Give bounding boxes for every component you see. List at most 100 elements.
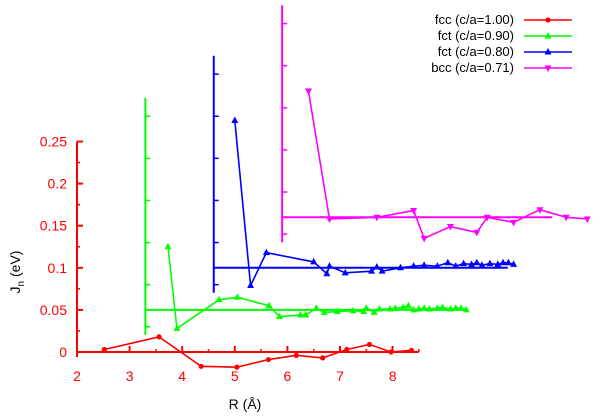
data-point: [536, 207, 544, 214]
data-point: [297, 310, 305, 318]
data-point: [396, 263, 404, 271]
data-point: [231, 116, 239, 123]
x-tick-label: 7: [336, 368, 344, 384]
data-point: [433, 262, 441, 269]
data-point: [276, 312, 284, 320]
x-tick-label: 8: [389, 368, 397, 384]
x-tick-label: 2: [73, 368, 81, 384]
data-point: [325, 262, 333, 269]
data-point: [378, 267, 386, 274]
data-point: [375, 305, 383, 312]
data-point: [410, 262, 418, 269]
data-point: [404, 301, 412, 309]
data-point: [473, 258, 481, 266]
data-point: [446, 224, 454, 231]
data-point: [101, 346, 107, 353]
data-point: [349, 306, 357, 314]
data-point: [360, 307, 368, 315]
data-point: [320, 355, 326, 361]
data-point: [425, 305, 433, 312]
y-axis-title-sub: n: [16, 281, 27, 287]
data-point: [156, 334, 162, 340]
data-point: [362, 304, 370, 311]
data-point: [499, 258, 507, 266]
data-point: [368, 267, 376, 274]
series-line: [234, 120, 514, 289]
series-2: [212, 55, 518, 293]
y-axis-title-unit: (eV): [7, 251, 23, 281]
series-line: [167, 246, 467, 330]
data-point: [388, 349, 394, 355]
x-tick-label: 4: [178, 368, 186, 384]
y-tick-label: 0: [59, 344, 67, 360]
data-point: [473, 229, 481, 237]
data-point: [265, 356, 272, 363]
data-point: [544, 48, 552, 55]
data-point: [410, 208, 418, 215]
series-1: [144, 97, 470, 335]
data-point: [265, 301, 273, 309]
data-point: [433, 304, 441, 311]
data-point: [583, 216, 591, 223]
data-point: [320, 308, 328, 315]
y-tick-label: 0.25: [40, 134, 67, 150]
data-point: [510, 219, 518, 227]
data-point: [164, 242, 172, 250]
series-0: [101, 334, 415, 370]
data-point: [366, 341, 373, 348]
data-point: [439, 303, 447, 310]
data-point: [215, 295, 223, 303]
data-point: [494, 260, 502, 267]
data-point: [173, 324, 181, 331]
data-point: [410, 305, 418, 313]
x-tick-label: 3: [126, 368, 134, 384]
data-point: [323, 269, 331, 277]
data-point: [302, 310, 310, 318]
legend: fcc (c/a=1.00)fct (c/a=0.90)fct (c/a=0.8…: [431, 12, 572, 75]
data-point: [562, 214, 570, 222]
data-point: [247, 281, 255, 288]
y-tick-label: 0.2: [48, 176, 68, 192]
y-tick-label: 0.05: [40, 302, 67, 318]
data-point: [446, 305, 454, 312]
data-point: [415, 305, 423, 312]
data-point: [304, 88, 312, 95]
data-point: [293, 352, 299, 358]
data-point: [312, 304, 320, 311]
series-line: [307, 90, 588, 240]
data-point: [325, 216, 333, 223]
data-point: [478, 261, 486, 268]
legend-label-2: fct (c/a=0.80): [438, 44, 514, 59]
data-point: [420, 261, 428, 268]
y-axis-title: Jn (eV): [7, 251, 27, 294]
x-axis-title: R (Å): [229, 396, 262, 412]
y-tick-label: 0.1: [48, 260, 68, 276]
data-point: [386, 305, 394, 312]
y-axis-title-main: J: [7, 286, 23, 293]
series-3: [281, 5, 591, 243]
data-point: [452, 304, 460, 311]
data-point: [483, 214, 491, 222]
series-layer: [101, 5, 591, 370]
data-point: [462, 305, 470, 313]
legend-label-1: fct (c/a=0.90): [438, 28, 514, 43]
data-point: [444, 258, 452, 266]
data-point: [504, 258, 512, 266]
legend-label-0: fcc (c/a=1.00): [435, 12, 514, 27]
data-point: [457, 304, 465, 311]
data-point: [370, 308, 378, 315]
data-point: [460, 259, 468, 267]
data-point: [468, 260, 475, 267]
data-point: [408, 347, 415, 353]
data-point: [344, 346, 350, 353]
y-tick-label: 0.15: [40, 218, 67, 234]
data-point: [262, 248, 270, 256]
data-point: [510, 260, 518, 267]
x-tick-label: 6: [284, 368, 292, 384]
data-point: [373, 262, 381, 270]
data-point: [233, 293, 241, 300]
data-point: [333, 307, 341, 315]
data-point: [198, 363, 204, 369]
data-point: [310, 257, 318, 265]
